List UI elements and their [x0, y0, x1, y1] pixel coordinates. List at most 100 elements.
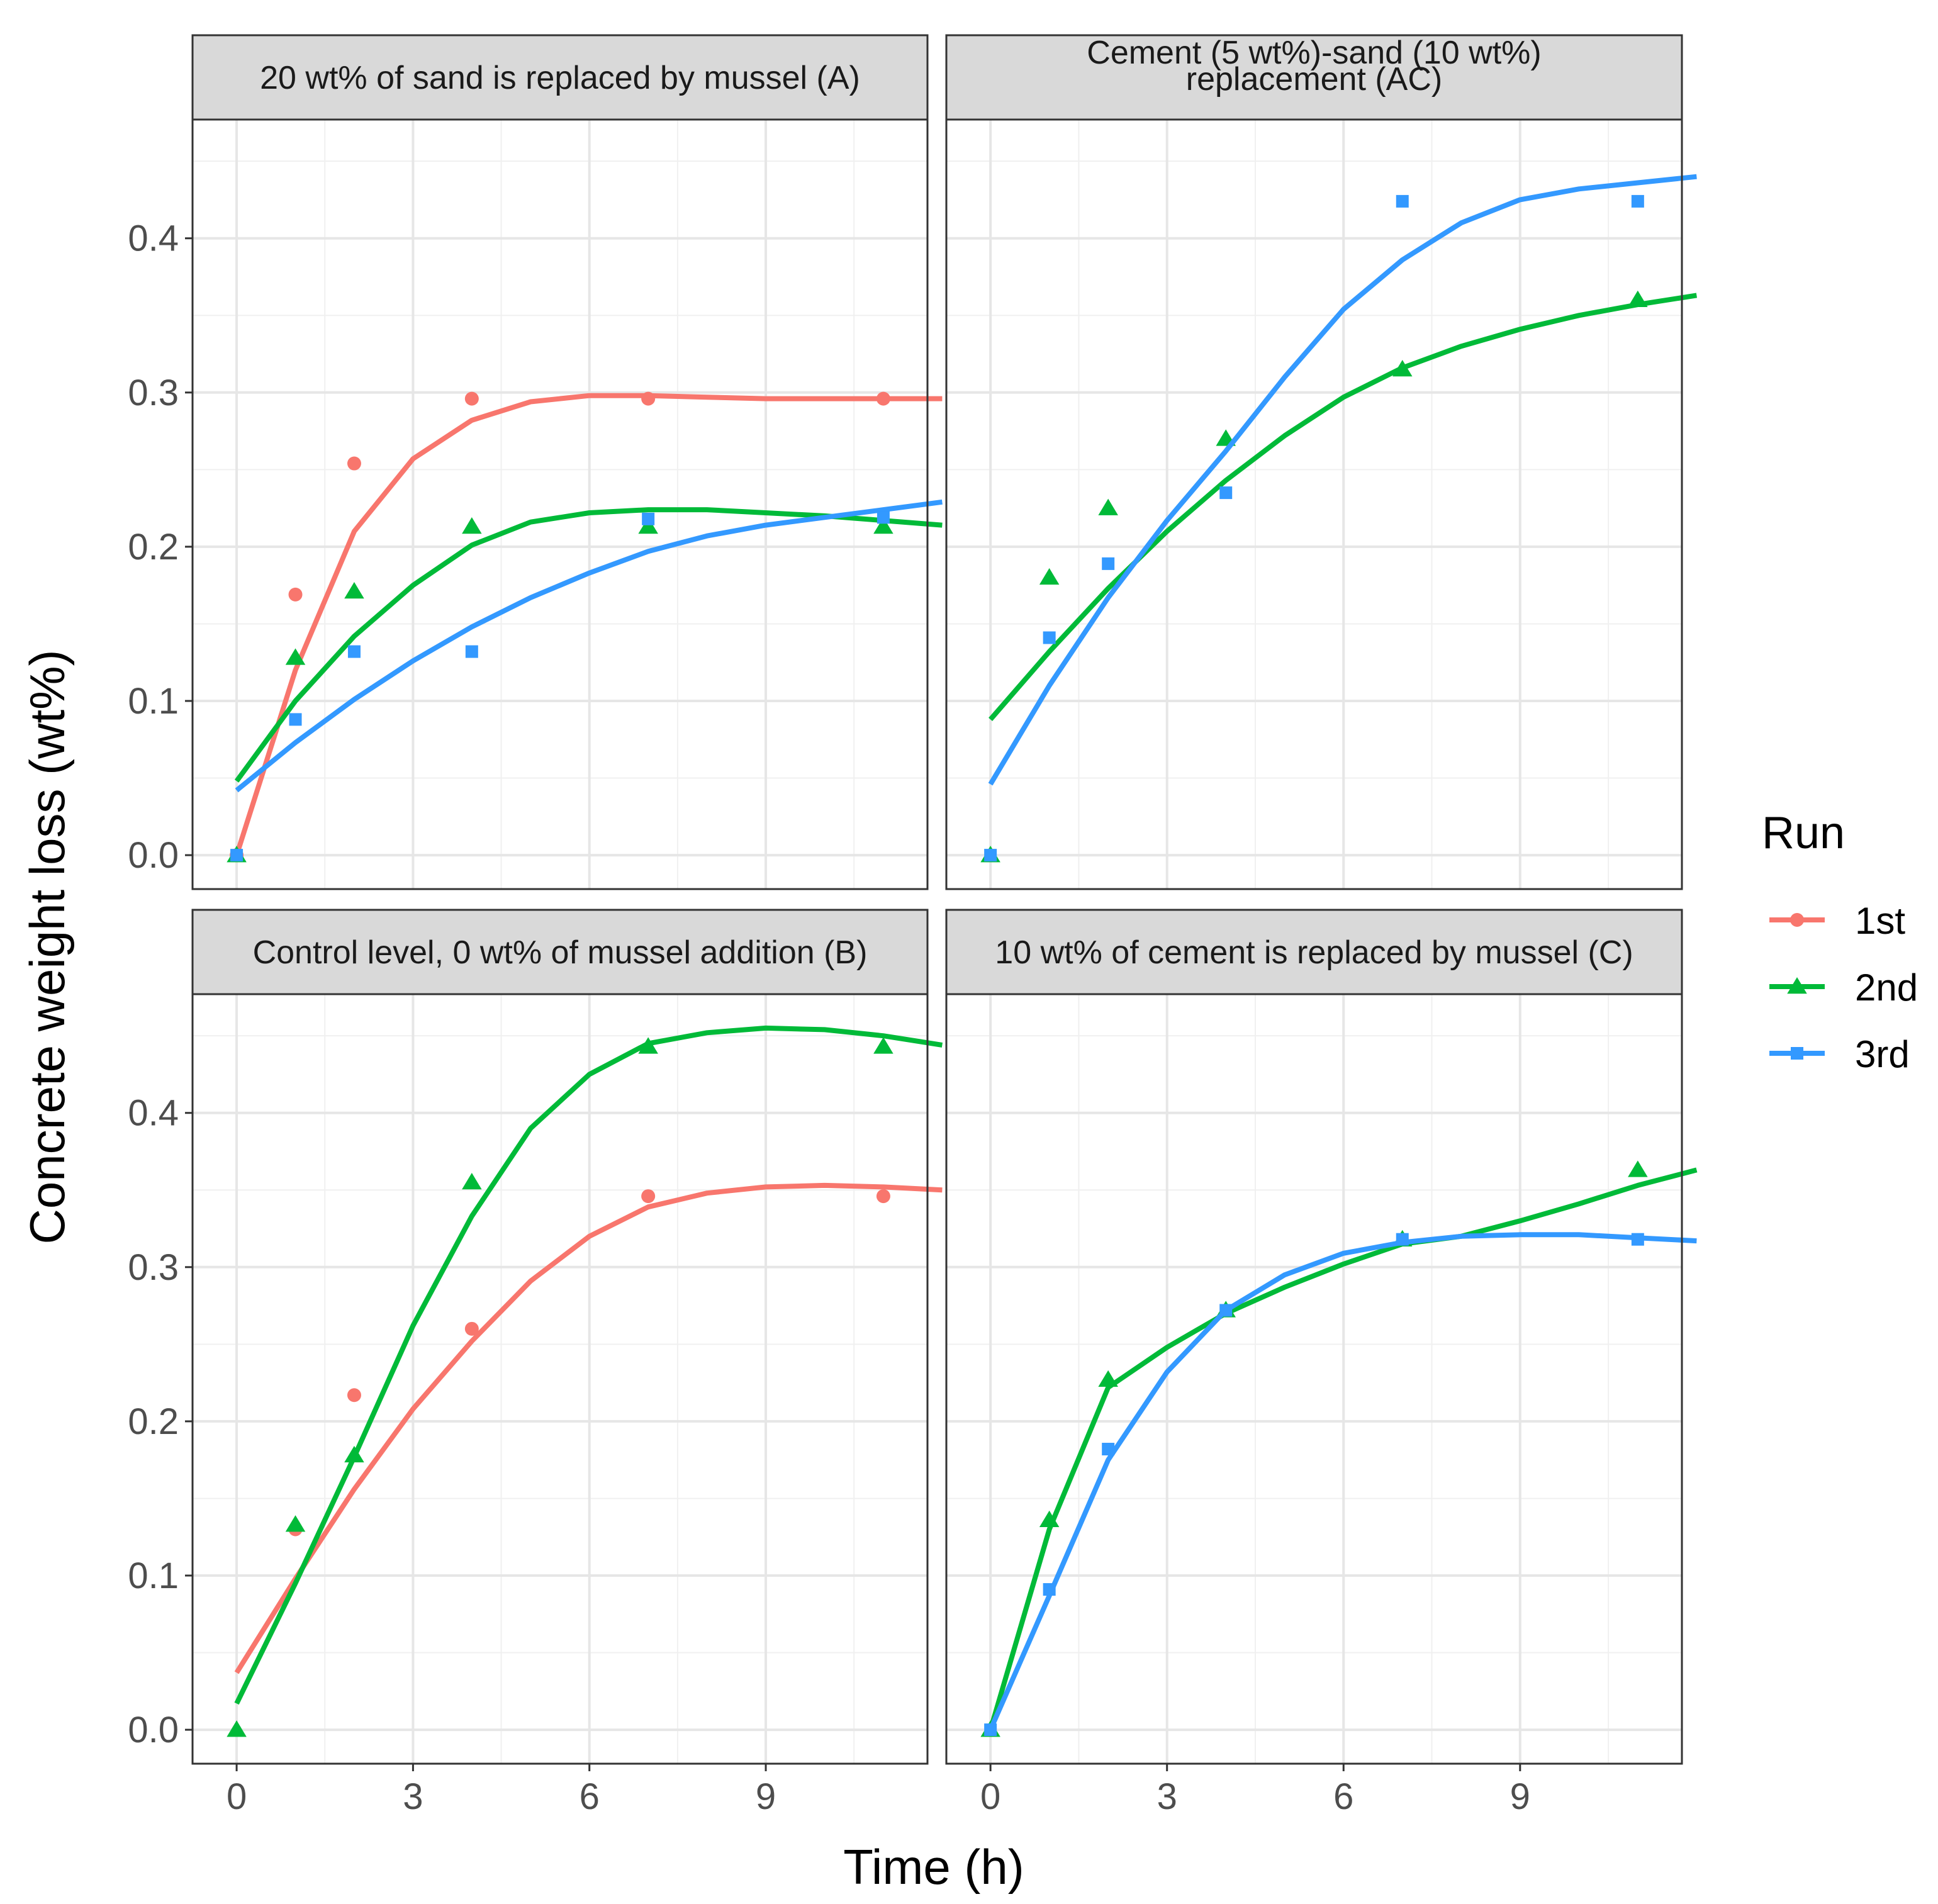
data-point — [641, 391, 656, 406]
data-point — [344, 1445, 364, 1463]
x-tick-label: 9 — [756, 1776, 776, 1817]
x-tick-label: 3 — [403, 1776, 423, 1817]
data-point — [288, 587, 303, 602]
data-point — [1219, 486, 1233, 500]
data-point — [984, 1723, 997, 1737]
data-point — [1396, 194, 1409, 208]
data-point — [227, 1720, 247, 1737]
y-tick-label: 0.0 — [128, 835, 179, 876]
data-point — [1628, 1160, 1648, 1177]
data-point — [285, 1515, 306, 1532]
data-point — [1043, 1583, 1056, 1596]
panel-background — [193, 120, 927, 889]
legend-entries: 1st 2nd 3rd — [1769, 900, 1918, 1075]
y-tick-label: 0.1 — [128, 1555, 179, 1596]
data-point — [285, 648, 306, 665]
legend-key-marker — [1791, 1047, 1803, 1060]
series-3rd — [230, 499, 943, 862]
y-tick-label: 0.3 — [128, 372, 179, 413]
data-point — [1039, 568, 1060, 585]
data-point — [641, 1189, 656, 1204]
x-axis-ticks: 0 3 6 9 0 3 6 9 — [227, 1764, 1530, 1817]
data-point — [462, 1173, 482, 1190]
series-3rd — [984, 174, 1697, 862]
data-point — [1631, 194, 1644, 208]
panel-border — [191, 118, 929, 890]
y-tick-label: 0.0 — [128, 1710, 179, 1750]
panel-background — [946, 120, 1682, 889]
data-point — [347, 645, 361, 658]
panel-border — [945, 993, 1683, 1765]
strip-background — [945, 909, 1683, 995]
data-point — [638, 517, 658, 534]
data-point — [465, 645, 478, 658]
data-point — [289, 713, 302, 726]
data-point — [642, 512, 655, 525]
fit-line — [234, 1182, 943, 1674]
data-point — [877, 511, 890, 524]
strip-background — [191, 909, 929, 995]
data-point — [1098, 1370, 1118, 1387]
series-3rd — [984, 1232, 1697, 1737]
series-2nd — [227, 1025, 943, 1737]
x-tick-label: 3 — [1157, 1776, 1177, 1817]
y-tick-label: 0.2 — [128, 527, 179, 568]
strip-label: Cement (5 wt%)-sand (10 wt%) — [1087, 35, 1541, 71]
y-axis-title: Concrete weight loss (wt%) — [20, 650, 75, 1245]
panel-border — [945, 118, 1683, 890]
data-point — [1631, 1233, 1644, 1246]
y-tick-label: 0.3 — [128, 1247, 179, 1288]
panel-AC: Cement (5 wt%)-sand (10 wt%)replacement … — [945, 34, 1698, 890]
x-tick-label: 0 — [980, 1776, 1000, 1817]
data-point — [347, 1388, 361, 1403]
x-tick-label: 0 — [227, 1776, 247, 1817]
data-point — [873, 1037, 893, 1054]
data-point — [876, 391, 890, 406]
legend-key-marker — [1787, 977, 1807, 994]
panel-B: Control level, 0 wt% of mussel addition … — [191, 909, 943, 1765]
panel-background — [193, 994, 927, 1764]
data-point — [1102, 557, 1115, 570]
legend: Run 1st 2nd 3rd — [1762, 808, 1918, 1075]
data-point — [1219, 1304, 1233, 1317]
data-point — [464, 1321, 479, 1336]
x-tick-label: 6 — [580, 1776, 600, 1817]
legend-entry-2nd: 2nd — [1769, 966, 1918, 1009]
data-point — [462, 517, 482, 534]
y-tick-label: 0.1 — [128, 681, 179, 722]
data-point — [464, 391, 479, 406]
x-tick-label: 6 — [1333, 1776, 1353, 1817]
legend-title: Run — [1762, 808, 1845, 858]
data-point — [876, 1189, 890, 1204]
data-point — [1098, 498, 1118, 515]
legend-label: 3rd — [1855, 1033, 1910, 1075]
data-point — [344, 581, 364, 599]
y-tick-label: 0.4 — [128, 1093, 179, 1134]
panel-A: 20 wt% of sand is replaced by mussel (A) — [191, 34, 943, 890]
strip-label: Control level, 0 wt% of mussel addition … — [253, 934, 868, 971]
strip-background — [191, 34, 929, 121]
fit-line — [989, 293, 1698, 722]
fit-line — [988, 174, 1697, 786]
legend-entry-1st: 1st — [1769, 900, 1905, 942]
x-tick-label: 9 — [1510, 1776, 1530, 1817]
strip-label: replacement (AC) — [1186, 61, 1442, 98]
y-tick-label: 0.2 — [128, 1401, 179, 1442]
panels: 20 wt% of sand is replaced by mussel (A)… — [191, 34, 1698, 1765]
y-axis-ticks: 0.0 0.1 0.2 0.3 0.4 0.0 0.1 0.2 0.3 0.4 — [128, 218, 193, 1750]
y-tick-label: 0.4 — [128, 218, 179, 259]
data-point — [1043, 631, 1056, 644]
fit-line — [988, 1232, 1697, 1731]
data-point — [1628, 290, 1648, 308]
data-point — [347, 456, 361, 471]
data-point — [230, 849, 244, 862]
legend-label: 1st — [1855, 900, 1905, 942]
strip-label: 20 wt% of sand is replaced by mussel (A) — [260, 60, 860, 96]
data-point — [1396, 1233, 1409, 1246]
data-point — [638, 1037, 658, 1054]
data-point — [1102, 1443, 1115, 1456]
panel-border — [191, 993, 929, 1765]
data-point — [1392, 360, 1413, 377]
fit-line — [235, 499, 943, 793]
